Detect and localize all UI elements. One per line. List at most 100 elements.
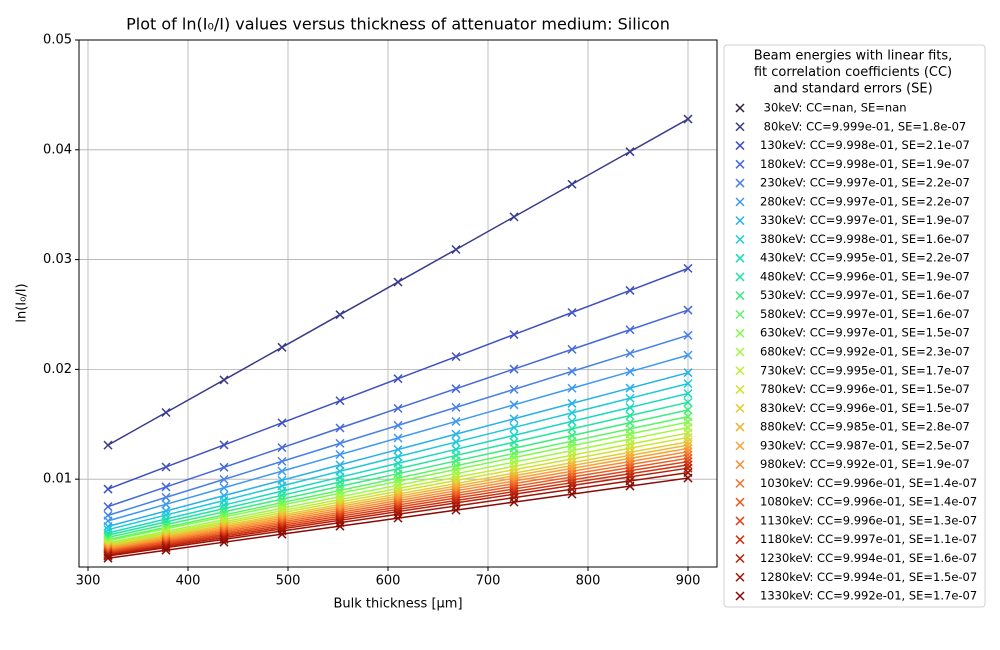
legend-label: 830keV: CC=9.996e-01, SE=1.5e-07 (760, 401, 970, 415)
legend-label: 580keV: CC=9.997e-01, SE=1.6e-07 (760, 307, 970, 321)
marker (567, 383, 577, 393)
marker (277, 342, 287, 352)
x-tick-label: 900 (676, 574, 701, 589)
marker (335, 310, 345, 320)
legend-label: 1030keV: CC=9.996e-01, SE=1.4e-07 (760, 476, 977, 490)
legend-marker (735, 347, 745, 357)
legend-marker (735, 178, 745, 188)
marker (161, 499, 171, 509)
x-tick-label: 400 (176, 574, 201, 589)
legend-label: 530keV: CC=9.997e-01, SE=1.6e-07 (760, 288, 970, 302)
legend-label: 330keV: CC=9.997e-01, SE=1.9e-07 (760, 213, 970, 227)
marker (625, 481, 635, 491)
marker (219, 537, 229, 547)
marker (451, 464, 461, 475)
marker (277, 456, 287, 466)
legend-marker (735, 141, 745, 151)
legend-label: 680keV: CC=9.992e-01, SE=2.3e-07 (760, 345, 970, 359)
marker (103, 440, 113, 450)
marker (277, 529, 287, 539)
legend-label: 880keV: CC=9.985e-01, SE=2.8e-07 (760, 420, 970, 434)
marker (161, 541, 171, 551)
marker (567, 408, 577, 418)
legend-label: 30keV: CC=nan, SE=nan (760, 101, 907, 115)
marker (509, 422, 519, 432)
marker (335, 438, 345, 448)
marker (683, 405, 693, 415)
legend-label: 230keV: CC=9.997e-01, SE=2.2e-07 (760, 176, 970, 190)
marker (683, 447, 693, 457)
legend-marker (735, 591, 745, 601)
marker (277, 443, 287, 453)
marker (625, 325, 635, 335)
legend-label: 380keV: CC=9.998e-01, SE=1.6e-07 (760, 232, 970, 246)
legend-marker (735, 253, 745, 263)
legend-title: Beam energies with linear fits, (754, 49, 953, 64)
marker (451, 384, 461, 394)
marker (509, 212, 519, 222)
marker (683, 305, 693, 315)
x-tick-label: 300 (76, 574, 101, 589)
marker (393, 420, 403, 430)
marker (567, 307, 577, 318)
marker (393, 433, 403, 443)
y-tick-label: 0.01 (43, 472, 72, 487)
marker (161, 407, 171, 418)
legend-label: 130keV: CC=9.998e-01, SE=2.1e-07 (760, 138, 970, 152)
legend-marker (735, 159, 745, 169)
legend-marker (735, 403, 745, 413)
marker (625, 472, 635, 482)
marker (393, 403, 403, 413)
legend-label: 780keV: CC=9.996e-01, SE=1.5e-07 (760, 382, 970, 396)
marker (509, 457, 519, 467)
legend-marker (735, 366, 745, 376)
legend-marker (735, 309, 745, 320)
legend-label: 480keV: CC=9.996e-01, SE=1.9e-07 (760, 269, 970, 283)
marker (567, 489, 577, 499)
legend: Beam energies with linear fits,fit corre… (723, 44, 986, 608)
chart-title: Plot of ln(I₀/I) values versus thickness… (126, 15, 670, 34)
legend-label: 980keV: CC=9.992e-01, SE=1.9e-07 (760, 457, 970, 471)
marker (625, 285, 635, 295)
legend-marker (735, 291, 745, 301)
marker (393, 444, 403, 455)
marker (335, 396, 345, 406)
y-tick-label: 0.03 (43, 252, 72, 267)
marker (509, 384, 519, 394)
legend-label: 280keV: CC=9.997e-01, SE=2.2e-07 (760, 194, 970, 208)
marker (277, 486, 287, 496)
marker (625, 411, 635, 421)
legend-label: 630keV: CC=9.997e-01, SE=1.5e-07 (760, 326, 970, 340)
marker (393, 513, 403, 523)
marker (451, 437, 461, 447)
marker (683, 453, 693, 463)
legend-marker (735, 516, 745, 526)
marker (451, 505, 461, 515)
marker (219, 440, 229, 450)
marker (567, 398, 577, 408)
legend-marker (735, 422, 745, 432)
legend-title: and standard errors (SE) (773, 82, 932, 97)
marker (103, 553, 113, 563)
marker (683, 440, 693, 450)
marker (683, 388, 693, 399)
marker (161, 482, 171, 492)
marker (393, 277, 403, 287)
marker (509, 448, 519, 459)
marker (683, 114, 693, 124)
marker (393, 452, 403, 462)
marker (683, 437, 693, 447)
marker (567, 344, 577, 354)
marker (683, 460, 693, 470)
marker (277, 466, 287, 476)
marker (161, 462, 171, 472)
marker (451, 352, 461, 362)
marker (625, 439, 635, 449)
legend-label: 180keV: CC=9.998e-01, SE=1.9e-07 (760, 157, 970, 171)
legend-label: 1130keV: CC=9.996e-01, SE=1.3e-07 (760, 513, 977, 527)
legend-marker (735, 478, 745, 488)
legend-marker (735, 328, 745, 338)
plot-frame (78, 39, 718, 568)
legend-label: 80keV: CC=9.999e-01, SE=1.8e-07 (760, 119, 966, 133)
